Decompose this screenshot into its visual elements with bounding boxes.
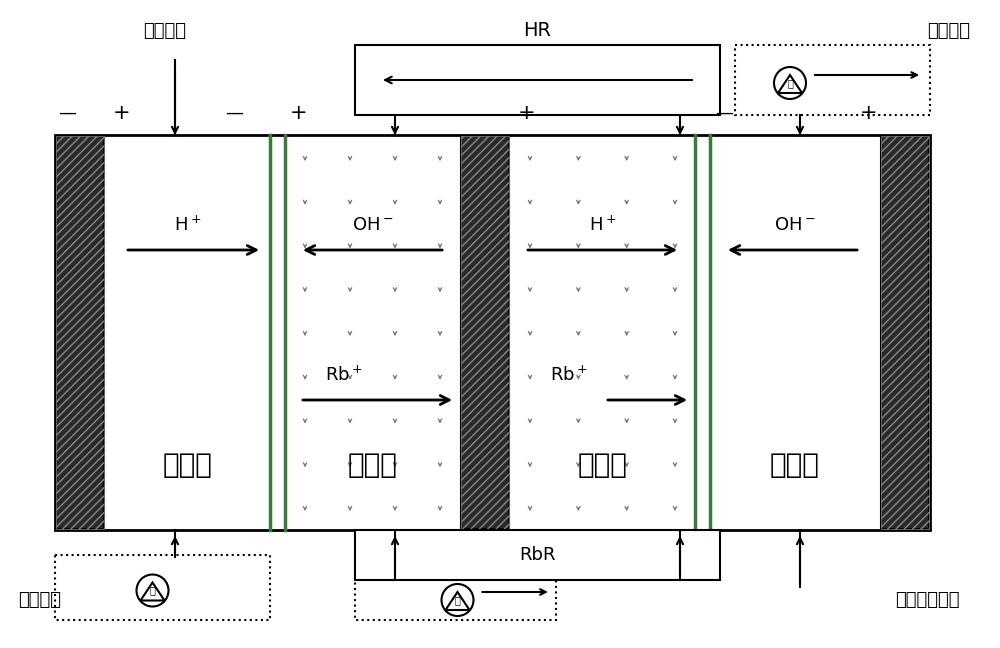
Bar — [735, 45, 930, 115]
Bar — [55, 135, 930, 530]
Text: 落取废液: 落取废液 — [144, 22, 186, 40]
Bar — [461, 136, 509, 529]
Text: 乙酸钓反落液: 乙酸钓反落液 — [896, 591, 960, 609]
Bar — [55, 555, 270, 620]
Text: OH$^-$: OH$^-$ — [352, 216, 393, 234]
Text: ＜一＞: ＜一＞ — [163, 451, 212, 479]
Bar — [881, 136, 929, 529]
Text: OH$^-$: OH$^-$ — [774, 216, 816, 234]
Bar — [881, 136, 929, 529]
Text: 泵: 泵 — [787, 78, 793, 88]
Bar — [355, 45, 720, 115]
Bar — [56, 136, 104, 529]
Text: ＜三＞: ＜三＞ — [578, 451, 627, 479]
Text: H$^+$: H$^+$ — [589, 215, 616, 235]
Bar — [355, 530, 720, 580]
Text: 泵: 泵 — [455, 595, 460, 605]
Bar — [355, 555, 556, 620]
Text: 泵: 泵 — [150, 586, 155, 596]
Text: ＜二＞: ＜二＞ — [348, 451, 397, 479]
Bar — [461, 136, 509, 529]
Text: —: — — [715, 104, 733, 122]
Text: HR: HR — [524, 21, 552, 40]
Text: +: + — [113, 103, 131, 123]
Text: H$^+$: H$^+$ — [174, 215, 201, 235]
Text: —: — — [58, 104, 76, 122]
Text: +: + — [518, 103, 536, 123]
Bar — [285, 135, 460, 530]
Text: 待落取液: 待落取液 — [18, 591, 61, 609]
Text: Rb$^+$: Rb$^+$ — [550, 365, 588, 385]
Text: +: + — [860, 103, 878, 123]
Text: RbR: RbR — [519, 546, 556, 564]
Text: —: — — [225, 104, 243, 122]
Text: Rb$^+$: Rb$^+$ — [325, 365, 363, 385]
Text: ＜四＞: ＜四＞ — [770, 451, 820, 479]
Text: 乙酸溶液: 乙酸溶液 — [927, 22, 970, 40]
Text: +: + — [290, 103, 308, 123]
Bar — [510, 135, 695, 530]
Bar — [56, 136, 104, 529]
